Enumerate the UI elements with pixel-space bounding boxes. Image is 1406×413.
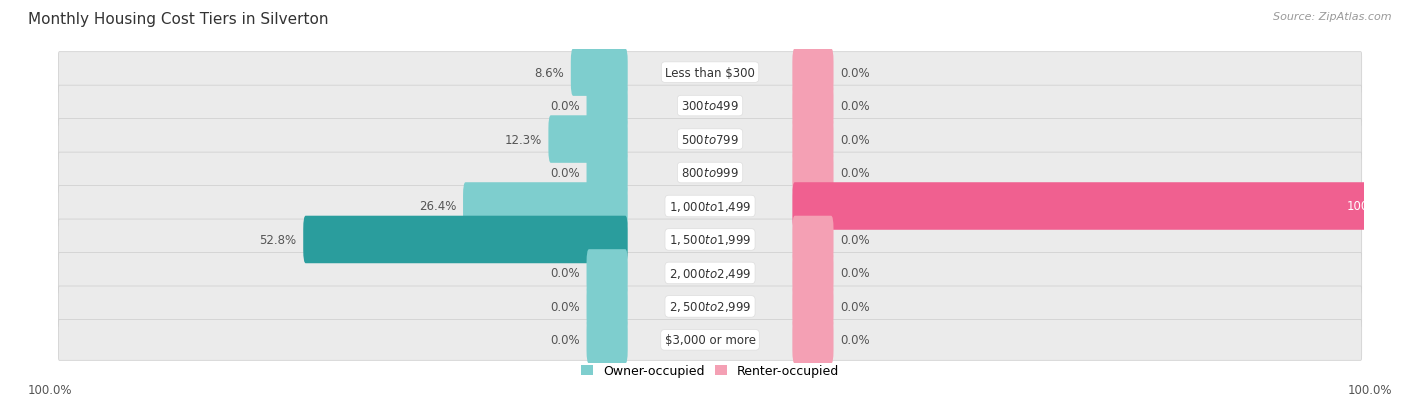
Text: $500 to $799: $500 to $799 xyxy=(681,133,740,146)
Text: 26.4%: 26.4% xyxy=(419,200,457,213)
Text: $2,000 to $2,499: $2,000 to $2,499 xyxy=(669,266,751,280)
FancyBboxPatch shape xyxy=(793,116,834,164)
FancyBboxPatch shape xyxy=(59,119,1361,160)
FancyBboxPatch shape xyxy=(793,216,834,263)
Text: 0.0%: 0.0% xyxy=(841,133,870,146)
Text: 100.0%: 100.0% xyxy=(28,384,73,396)
Text: $3,000 or more: $3,000 or more xyxy=(665,334,755,347)
FancyBboxPatch shape xyxy=(304,216,627,263)
FancyBboxPatch shape xyxy=(793,49,834,97)
Text: 100.0%: 100.0% xyxy=(1347,384,1392,396)
Text: Monthly Housing Cost Tiers in Silverton: Monthly Housing Cost Tiers in Silverton xyxy=(28,12,329,27)
Text: 12.3%: 12.3% xyxy=(505,133,541,146)
FancyBboxPatch shape xyxy=(59,86,1361,127)
FancyBboxPatch shape xyxy=(586,283,627,330)
Text: 0.0%: 0.0% xyxy=(550,100,579,113)
FancyBboxPatch shape xyxy=(793,83,834,130)
Text: 0.0%: 0.0% xyxy=(841,300,870,313)
FancyBboxPatch shape xyxy=(571,49,627,97)
FancyBboxPatch shape xyxy=(463,183,627,230)
FancyBboxPatch shape xyxy=(59,253,1361,294)
Text: 0.0%: 0.0% xyxy=(550,300,579,313)
Text: 0.0%: 0.0% xyxy=(841,267,870,280)
FancyBboxPatch shape xyxy=(793,249,834,297)
Text: $1,000 to $1,499: $1,000 to $1,499 xyxy=(669,199,751,214)
Text: $2,500 to $2,999: $2,500 to $2,999 xyxy=(669,300,751,313)
Text: $1,500 to $1,999: $1,500 to $1,999 xyxy=(669,233,751,247)
Text: 0.0%: 0.0% xyxy=(550,334,579,347)
FancyBboxPatch shape xyxy=(586,316,627,364)
FancyBboxPatch shape xyxy=(586,249,627,297)
Text: 0.0%: 0.0% xyxy=(841,66,870,79)
FancyBboxPatch shape xyxy=(59,320,1361,361)
FancyBboxPatch shape xyxy=(59,52,1361,93)
FancyBboxPatch shape xyxy=(586,83,627,130)
FancyBboxPatch shape xyxy=(59,153,1361,193)
FancyBboxPatch shape xyxy=(793,316,834,364)
FancyBboxPatch shape xyxy=(793,283,834,330)
Text: 0.0%: 0.0% xyxy=(550,267,579,280)
FancyBboxPatch shape xyxy=(793,150,834,197)
Text: $800 to $999: $800 to $999 xyxy=(681,166,740,180)
Text: Source: ZipAtlas.com: Source: ZipAtlas.com xyxy=(1274,12,1392,22)
Text: 8.6%: 8.6% xyxy=(534,66,564,79)
Text: 0.0%: 0.0% xyxy=(841,334,870,347)
FancyBboxPatch shape xyxy=(586,150,627,197)
Text: 0.0%: 0.0% xyxy=(841,166,870,180)
Text: 100.0%: 100.0% xyxy=(1347,200,1391,213)
Text: $300 to $499: $300 to $499 xyxy=(681,100,740,113)
FancyBboxPatch shape xyxy=(59,220,1361,260)
FancyBboxPatch shape xyxy=(548,116,627,164)
FancyBboxPatch shape xyxy=(793,183,1403,230)
FancyBboxPatch shape xyxy=(59,286,1361,327)
FancyBboxPatch shape xyxy=(59,186,1361,227)
Text: 52.8%: 52.8% xyxy=(260,233,297,247)
Text: 0.0%: 0.0% xyxy=(550,166,579,180)
Text: 0.0%: 0.0% xyxy=(841,100,870,113)
Legend: Owner-occupied, Renter-occupied: Owner-occupied, Renter-occupied xyxy=(575,359,845,382)
Text: 0.0%: 0.0% xyxy=(841,233,870,247)
Text: Less than $300: Less than $300 xyxy=(665,66,755,79)
